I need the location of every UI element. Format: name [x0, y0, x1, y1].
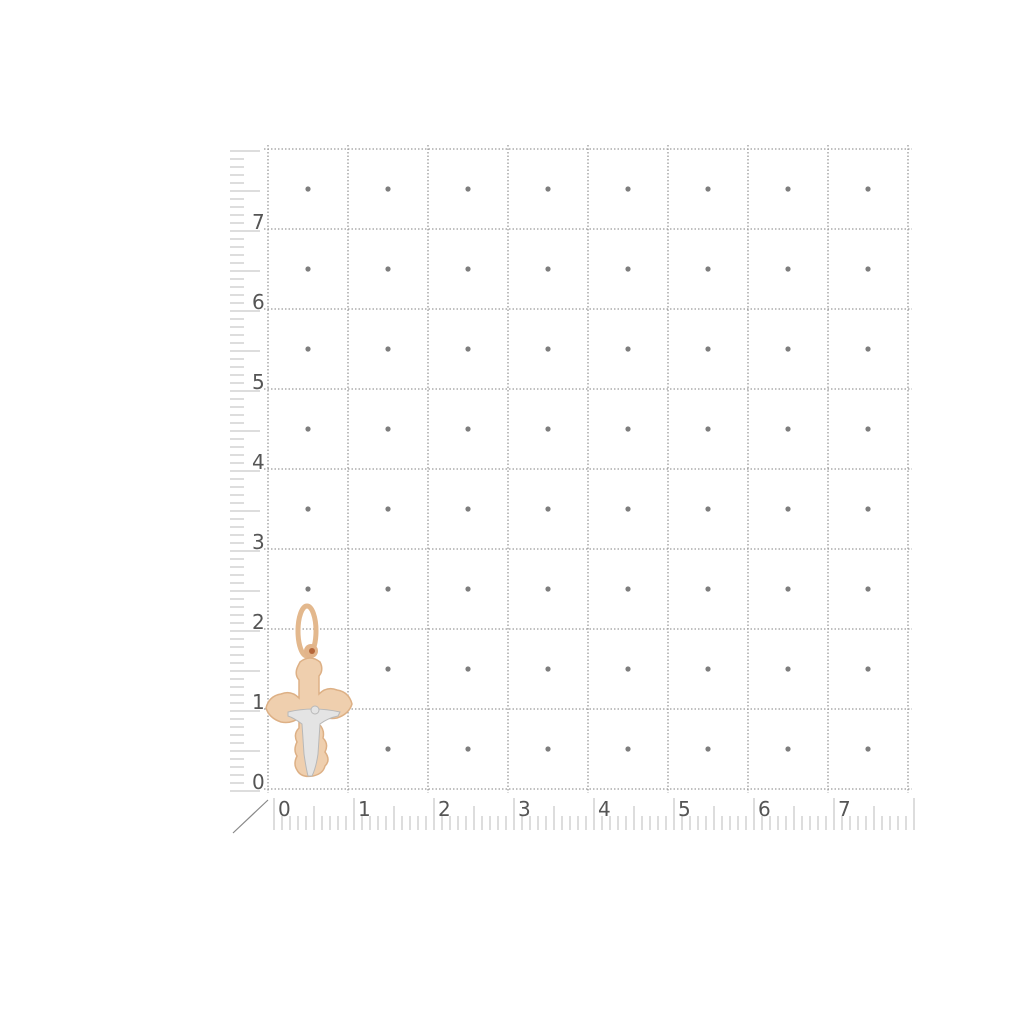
grid-dot	[705, 506, 711, 512]
x-axis-label: 7	[838, 797, 851, 821]
grid-dot	[625, 666, 631, 672]
grid-dot	[705, 346, 711, 352]
grid-dot	[545, 346, 551, 352]
grid-dot	[705, 426, 711, 432]
grid-dot	[465, 506, 471, 512]
cross-pendant	[265, 603, 353, 778]
grid-dot	[785, 506, 791, 512]
grid-dot	[865, 186, 871, 192]
grid-dot	[305, 426, 311, 432]
grid-dot	[465, 346, 471, 352]
grid-dot	[385, 506, 391, 512]
left-ruler	[230, 150, 260, 792]
grid-dot	[865, 586, 871, 592]
crucifix-figure	[287, 708, 341, 777]
grid-dot	[705, 666, 711, 672]
grid-dot	[385, 426, 391, 432]
grid-dot	[865, 426, 871, 432]
grid-dot	[865, 506, 871, 512]
grid-dot	[465, 426, 471, 432]
grid-dot	[625, 266, 631, 272]
grid-dot	[465, 186, 471, 192]
grid-dot	[305, 186, 311, 192]
grid-dot	[865, 346, 871, 352]
x-axis-label: 3	[518, 797, 531, 821]
y-axis-label: 6	[252, 290, 265, 314]
grid-dot	[705, 586, 711, 592]
grid-dot	[785, 346, 791, 352]
grid-dot	[785, 586, 791, 592]
x-axis-label: 2	[438, 797, 451, 821]
grid-dot	[385, 666, 391, 672]
x-axis-label: 1	[358, 797, 371, 821]
grid-dot	[625, 506, 631, 512]
grid-dot	[385, 266, 391, 272]
grid-dot	[545, 186, 551, 192]
grid-dot	[465, 266, 471, 272]
grid-dot	[465, 666, 471, 672]
grid-dot	[305, 266, 311, 272]
grid-dot	[545, 746, 551, 752]
grid-dot	[865, 666, 871, 672]
x-axis-label: 0	[278, 797, 291, 821]
grid-dot	[785, 746, 791, 752]
grid-dot	[385, 586, 391, 592]
corner-diagonal	[232, 799, 269, 834]
grid-dot	[865, 746, 871, 752]
x-axis-labels: 0 1 2 3 4 5 6 7	[278, 797, 851, 821]
grid-dot	[305, 346, 311, 352]
grid-dot	[545, 426, 551, 432]
grid-dot	[705, 266, 711, 272]
y-axis-label: 7	[252, 210, 265, 234]
y-axis-label: 1	[252, 690, 265, 714]
grid-dot	[385, 746, 391, 752]
grid-dot	[305, 586, 311, 592]
grid-dot	[545, 266, 551, 272]
y-axis-labels: 0 1 2 3 4 5 6 7	[252, 210, 265, 794]
y-axis-label: 5	[252, 370, 265, 394]
grid-dot	[785, 426, 791, 432]
grid-dot	[545, 506, 551, 512]
grid-dot	[625, 586, 631, 592]
y-axis-label: 0	[252, 770, 265, 794]
grid-dot	[545, 666, 551, 672]
grid-dot	[785, 266, 791, 272]
x-axis-label: 6	[758, 797, 771, 821]
grid-lines	[264, 145, 912, 793]
grid-dot	[545, 586, 551, 592]
y-axis-label: 2	[252, 610, 265, 634]
x-axis-label: 5	[678, 797, 691, 821]
x-axis-label: 4	[598, 797, 611, 821]
y-axis-label: 4	[252, 450, 265, 474]
grid-dot	[385, 346, 391, 352]
grid-dot	[465, 586, 471, 592]
grid-dot	[785, 666, 791, 672]
grid-dot	[305, 506, 311, 512]
grid-dot	[465, 746, 471, 752]
grid-dot	[705, 746, 711, 752]
y-axis-label: 3	[252, 530, 265, 554]
grid-dot	[625, 426, 631, 432]
grid-dot	[625, 186, 631, 192]
grid-dot	[625, 746, 631, 752]
grid-dot	[625, 346, 631, 352]
grid-dot	[705, 186, 711, 192]
bottom-ruler	[273, 798, 915, 830]
grid-dot	[385, 186, 391, 192]
grid-dot	[865, 266, 871, 272]
grid-dot	[785, 186, 791, 192]
grid-dots	[305, 186, 871, 752]
